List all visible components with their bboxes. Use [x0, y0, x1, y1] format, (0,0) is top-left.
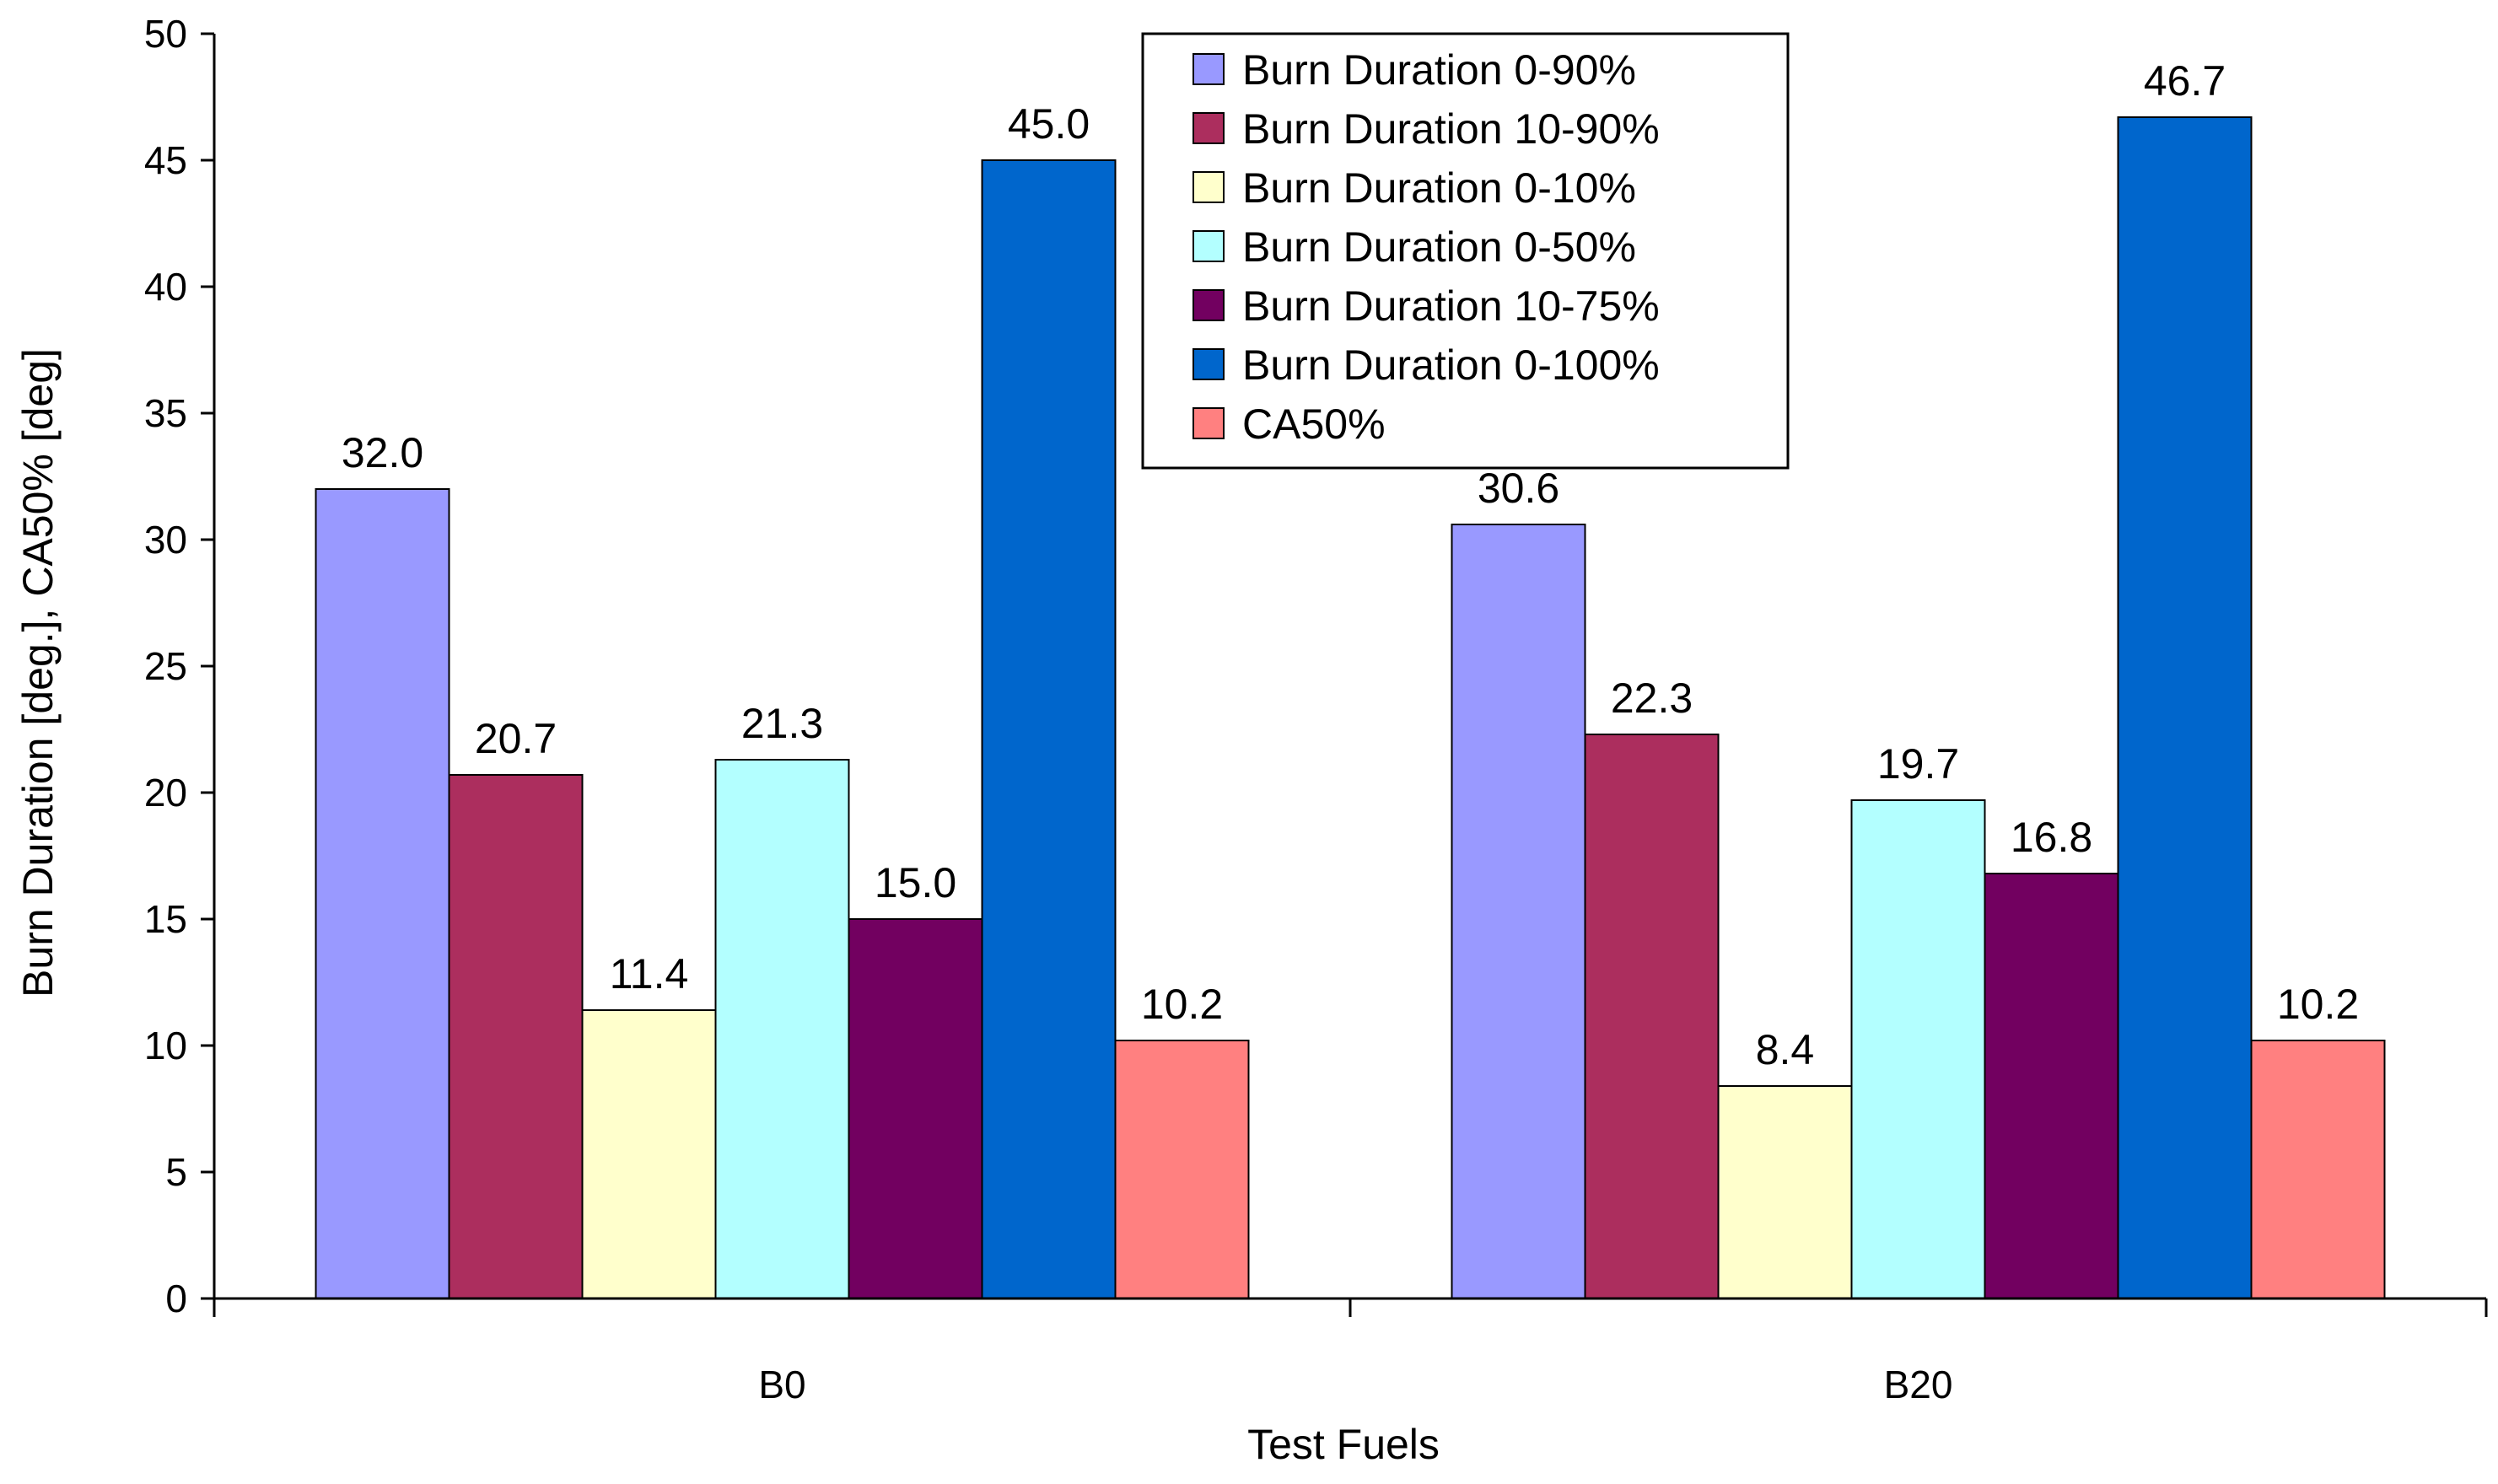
y-tick-label: 45 — [144, 138, 187, 182]
y-tick-label: 15 — [144, 897, 187, 941]
data-label: 16.8 — [2011, 814, 2092, 861]
legend-entry: Burn Duration 10-75% — [1242, 282, 1660, 330]
legend-entry: Burn Duration 0-50% — [1242, 223, 1636, 271]
data-label: 21.3 — [741, 700, 823, 747]
x-axis-title: Test Fuels — [1247, 1421, 1440, 1468]
bars-layer — [315, 116, 2386, 1299]
legend-swatch — [1192, 289, 1225, 321]
data-label: 10.2 — [2277, 981, 2359, 1028]
legend-swatch — [1192, 230, 1225, 262]
data-label: 11.4 — [610, 950, 689, 997]
data-label: 32.0 — [342, 429, 423, 476]
bar-b20-series-6 — [2117, 116, 2253, 1299]
y-tick-label: 40 — [144, 265, 187, 309]
y-tick-label: 30 — [144, 518, 187, 562]
bar-b0-series-3 — [581, 1009, 717, 1299]
data-label: 15.0 — [875, 859, 956, 906]
bar-b20-series-7 — [2250, 1040, 2386, 1299]
legend-entry: Burn Duration 10-90% — [1242, 105, 1660, 153]
legend-entry: Burn Duration 0-10% — [1242, 164, 1636, 212]
data-label: 19.7 — [1877, 740, 1959, 788]
legend-swatch — [1192, 171, 1225, 203]
bar-b20-series-2 — [1584, 734, 1720, 1299]
legend: Burn Duration 0-90% Burn Duration 10-90% B… — [1141, 32, 1790, 470]
data-labels-layer: 32.0 20.7 11.4 21.3 15.0 45.0 10.2 30.6 22.3 8.4 1… — [342, 57, 2359, 1073]
bar-b0-series-7 — [1114, 1040, 1250, 1299]
bar-b20-series-4 — [1850, 799, 1986, 1299]
y-tick-label: 50 — [144, 12, 187, 56]
legend-entry: Burn Duration 0-100% — [1242, 341, 1660, 389]
legend-swatch — [1192, 348, 1225, 380]
data-label: 46.7 — [2144, 57, 2226, 105]
legend-swatch — [1192, 53, 1225, 85]
y-tick-label: 10 — [144, 1024, 187, 1067]
data-label: 10.2 — [1141, 981, 1223, 1028]
bar-b0-series-5 — [848, 918, 983, 1299]
legend-entry: CA50% — [1242, 401, 1386, 448]
x-tick-label: B20 — [1884, 1363, 1953, 1406]
y-tick-label: 20 — [144, 771, 187, 815]
bar-b0-series-1 — [315, 488, 450, 1299]
data-label: 30.6 — [1478, 465, 1559, 512]
data-label: 45.0 — [1008, 100, 1090, 148]
bar-b0-series-6 — [981, 159, 1117, 1299]
bar-b20-series-5 — [1984, 873, 2119, 1299]
legend-swatch — [1192, 407, 1225, 439]
legend-box — [1141, 32, 1790, 470]
legend-swatch — [1192, 112, 1225, 144]
y-tick-label: 5 — [165, 1150, 187, 1194]
data-label: 8.4 — [1756, 1026, 1815, 1073]
bar-b20-series-3 — [1717, 1085, 1853, 1299]
bar-b20-series-1 — [1451, 524, 1586, 1299]
data-label: 20.7 — [475, 715, 557, 762]
bar-b0-series-2 — [448, 774, 584, 1299]
bar-b0-series-4 — [714, 759, 850, 1299]
axes-layer: 0 5 10 15 20 25 30 35 40 45 50 B0 B20 Test Fuels Burn … — [14, 12, 2488, 1468]
y-tick-label: 0 — [165, 1277, 187, 1320]
legend-entry: Burn Duration 0-90% — [1242, 46, 1636, 94]
y-tick-label: 25 — [144, 644, 187, 688]
y-axis-title: Burn Duration [deg.], CA50% [deg] — [14, 348, 62, 997]
x-tick-label: B0 — [758, 1363, 805, 1406]
data-label: 22.3 — [1611, 675, 1693, 722]
y-tick-label: 35 — [144, 391, 187, 435]
